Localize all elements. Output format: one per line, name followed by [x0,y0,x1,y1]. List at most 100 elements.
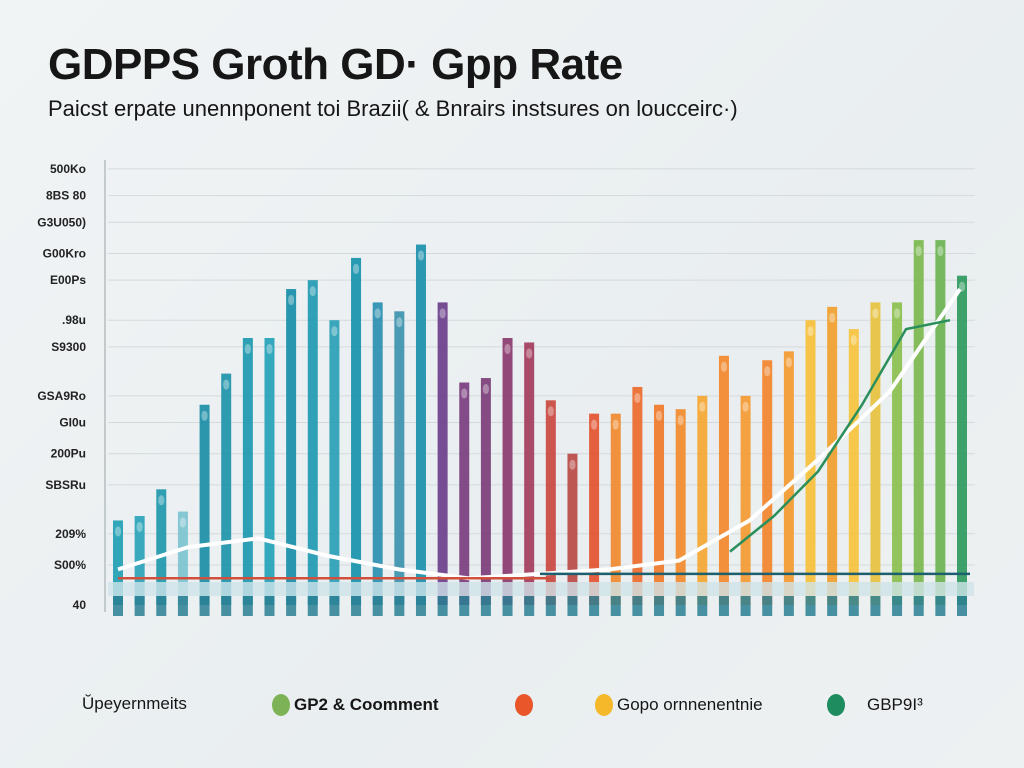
bar-base [221,596,232,616]
bar [740,395,751,605]
legend-label: GP2 & Coomment [294,695,439,714]
bar-cap [850,335,857,346]
bar-base [783,596,794,616]
bar-base [935,596,946,616]
legend-label: Ŭpeyernmeits [82,694,187,713]
bar-base [307,596,318,616]
bar-cap [115,526,121,537]
bar [567,453,578,605]
bar-cap [764,366,771,377]
bar-cap [720,361,727,372]
bar [892,302,903,605]
bar-cap [569,459,576,470]
bar [718,355,729,605]
bar-cap [158,495,165,506]
legend: Ŭpeyernmeits GP2 & Coomment Gopo ornnenent… [82,694,962,724]
bar-cap [374,308,381,319]
bar-base [848,596,859,616]
bar [480,378,491,605]
bar [805,320,816,605]
bar-base [870,596,881,616]
bar-base [394,596,405,616]
bar-cap [742,401,749,412]
y-axis-ticks: 500Ko 8BS 80 G3U050) G00Kro E00Ps .98u S9300 GS… [37,162,86,612]
baseline-band [108,582,974,596]
legend-swatch-icon [272,694,290,716]
bar-base [372,596,383,616]
chart-subtitle: Paicst erpate unennponent toi Brazii( & … [48,96,738,121]
legend-label: Gopo ornnenentnie [617,695,763,714]
bar [156,489,167,605]
bars [113,240,967,616]
bar-cap [547,406,554,417]
bar-cap [915,246,922,257]
bar-base [113,596,123,616]
trend-green-line [729,318,951,553]
bar-cap [829,312,836,323]
bar-cap [699,401,706,412]
bar [502,338,513,605]
y-tick-label: G00Kro [43,246,86,260]
bar-base [329,596,340,616]
bar [524,342,535,605]
bar [177,511,188,605]
bar [437,302,448,605]
bar-cap [353,263,360,274]
bar-base [199,596,210,616]
bar-base [718,596,729,616]
bar [221,373,232,605]
bar-base [892,596,903,616]
bar [654,404,665,605]
bar-cap [872,308,879,319]
bar [242,338,253,605]
bar [697,395,708,605]
bar-cap [937,246,944,257]
legend-item [515,694,533,716]
bar-cap [417,250,424,261]
y-tick-label: S00% [54,558,86,572]
bar [675,409,686,605]
legend-item: Ŭpeyernmeits [82,694,187,714]
bar [307,280,318,605]
bar-base [567,596,578,616]
trend-lines [117,287,970,581]
bar [589,413,600,605]
bar [286,289,297,605]
bar [957,275,967,605]
chart-title: GDPPS Groth GD· Gpp Rate [48,40,623,89]
legend-swatch-icon [515,694,533,716]
bar-cap [612,419,619,430]
bar-cap [591,419,598,430]
bar-cap [331,326,338,337]
bar-cap [656,410,663,421]
bar-cap [396,317,403,328]
y-tick-label: SBSRu [45,478,86,492]
bar-cap [785,357,792,368]
y-tick-label: 8BS 80 [46,189,86,203]
bar [329,320,340,605]
bar-base [264,596,275,616]
bar [372,302,383,605]
legend-item: GBP9I³ [827,694,923,716]
bar [545,400,556,605]
bar-base [415,596,426,616]
bar-base [480,596,491,616]
bar [762,360,773,605]
bar-chart: 500Ko 8BS 80 G3U050) G00Kro E00Ps .98u S9300 GS… [37,160,975,616]
legend-label: GBP9I³ [867,695,923,714]
bar-cap [266,344,273,354]
bar [783,351,794,605]
bar [913,240,924,605]
bar-base [437,596,448,616]
bar-cap [309,286,316,297]
bar [848,329,859,605]
bar-base [177,596,188,616]
gridlines [108,168,975,566]
bar-cap [439,308,446,319]
bar-base [242,596,253,616]
bar [113,520,123,605]
bar-cap [461,388,468,399]
bar-base [286,596,297,616]
bar-cap [244,344,251,354]
y-tick-label: G3U050) [37,215,86,229]
